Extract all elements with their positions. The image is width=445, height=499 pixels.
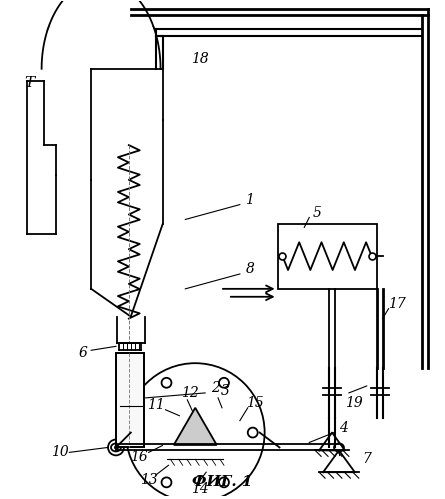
Text: 4: 4: [340, 421, 348, 435]
Text: 5: 5: [313, 206, 322, 220]
Circle shape: [219, 378, 229, 388]
Circle shape: [248, 428, 258, 438]
Text: 18: 18: [191, 52, 209, 66]
Circle shape: [162, 478, 171, 488]
Text: 17: 17: [388, 297, 405, 311]
Text: 12: 12: [182, 386, 199, 400]
Circle shape: [219, 478, 229, 488]
Polygon shape: [174, 408, 217, 445]
Text: 1: 1: [245, 193, 254, 207]
Text: 2: 2: [210, 381, 219, 395]
Circle shape: [126, 363, 265, 499]
Text: T: T: [24, 76, 35, 90]
Text: 15: 15: [246, 396, 263, 410]
Circle shape: [162, 378, 171, 388]
Text: 11: 11: [147, 398, 165, 412]
Circle shape: [133, 428, 143, 438]
Text: 6: 6: [79, 346, 88, 360]
Bar: [278, 225, 376, 289]
Text: 3: 3: [221, 384, 230, 398]
Text: 7: 7: [362, 452, 371, 467]
Bar: [116, 353, 144, 448]
Text: ФИГ. 1: ФИГ. 1: [192, 475, 252, 489]
Text: 8: 8: [245, 262, 254, 276]
Text: 16: 16: [130, 450, 148, 465]
Text: 14: 14: [191, 482, 209, 496]
Text: 10: 10: [51, 446, 69, 460]
Text: 13: 13: [140, 473, 158, 487]
Text: 19: 19: [345, 396, 363, 410]
